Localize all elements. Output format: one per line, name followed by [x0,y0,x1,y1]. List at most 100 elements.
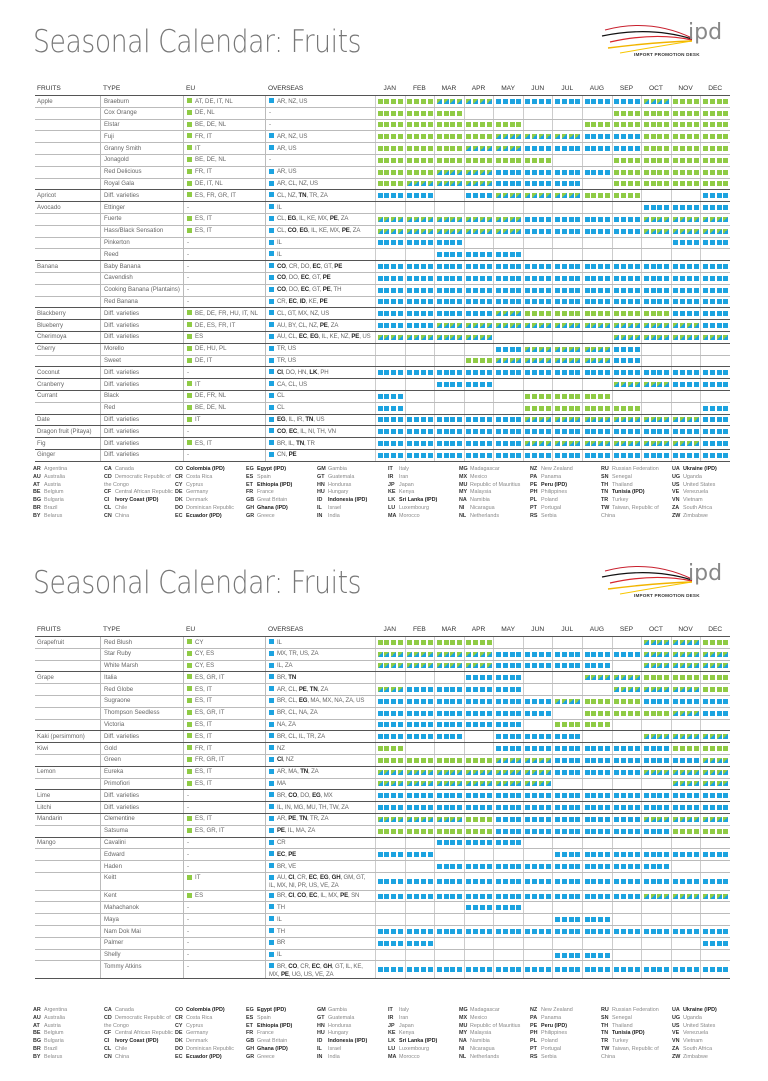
season-square [627,323,633,329]
legend-item: BY Belarus [33,513,104,521]
country-name: Costa Rica [186,473,213,480]
season-square [621,687,627,693]
season-square [413,169,419,175]
fruit-name [35,720,100,731]
legend-item: PE Peru (IPD) [530,482,601,490]
country-name: Japan [399,1022,414,1029]
month-cell-dec [700,166,730,178]
season-square [686,663,692,669]
season-square [457,452,463,458]
eu-origins: DE, HU, PL [183,343,265,355]
eu-origins: FR, GR, IT [183,754,265,766]
season-square [709,452,715,458]
month-cell-jan [375,343,405,355]
month-cell-jul [552,178,582,190]
country-code: IN [317,512,323,519]
season-square [407,769,413,775]
country-name: Serbia [541,1053,557,1060]
country-name: Greece [257,512,275,519]
season-square [450,639,456,645]
month-cell-sep [611,237,642,249]
season-square [709,134,715,140]
legend-item: PH Philippines [530,489,601,497]
month-cell-jun [522,213,553,225]
country-name: Uganda [683,1014,702,1021]
season-square [709,757,715,763]
season-square [450,769,456,775]
month-cell-dec [700,308,730,320]
season-square [397,852,403,858]
season-square [391,746,397,752]
season-square [436,216,442,222]
season-square [486,639,492,645]
season-square [634,193,640,199]
season-square [450,878,456,884]
season-square [450,146,456,152]
month-cell-apr [463,414,494,426]
month-cell-sep [611,684,642,695]
season-square [450,275,456,281]
month-cell-jan [375,778,405,790]
season-square [450,98,456,104]
season-square [709,793,715,799]
season-square [427,264,433,270]
legend-item: IR Iran [388,474,459,482]
season-square [495,275,501,281]
season-square [657,893,663,899]
season-square [466,769,472,775]
season-square [561,216,567,222]
season-square [723,675,729,681]
country-code: RS [530,1053,538,1060]
season-square [693,639,699,645]
season-square [443,864,449,870]
month-cell-jan [375,861,405,872]
season-square [427,698,433,704]
season-square [643,216,649,222]
season-square [568,264,574,270]
season-square [473,878,479,884]
season-square [525,893,531,899]
fruit-name [35,167,100,178]
season-square [709,893,715,899]
season-square [443,382,449,388]
season-square [495,287,501,293]
season-square [664,382,670,388]
season-square [525,405,531,411]
season-square [466,323,472,329]
month-cell-dec [700,731,730,743]
season-square [502,757,508,763]
country-name: Guatemala [328,1014,355,1021]
month-cell-apr [463,237,494,249]
season-square [605,134,611,140]
season-square [686,228,692,234]
eu-swatch-icon [187,156,192,162]
month-cell-nov [670,261,701,272]
legend-item: CR Costa Rica [175,1015,246,1023]
month-cell-aug [582,648,612,660]
month-cell-sep [611,766,642,778]
season-square [716,181,722,187]
eu-swatch-icon [187,756,192,762]
month-cell-oct [641,154,671,166]
season-square [561,287,567,293]
legend-item: ZW Zimbabwe [672,513,743,521]
overseas-countries: CO, DO, EC, GT, PE, TH [277,286,342,294]
season-square [627,893,633,899]
header-month: AUG [589,626,604,634]
season-square [495,928,501,934]
season-square [686,299,692,305]
season-square [621,370,627,376]
season-square [479,216,485,222]
country-code: TN [601,489,609,496]
fruit-type: Palmer [100,937,183,949]
season-square [384,687,390,693]
month-cell-jan [375,284,405,296]
month-cell-aug [582,778,612,790]
month-cell-jul [552,143,582,154]
month-cell-jan [375,202,405,213]
country-name: Serbia [541,512,557,519]
country-code: CR [175,473,183,480]
season-square [516,346,522,352]
season-square [495,417,501,423]
fruit-type: Red Blush [100,637,183,648]
